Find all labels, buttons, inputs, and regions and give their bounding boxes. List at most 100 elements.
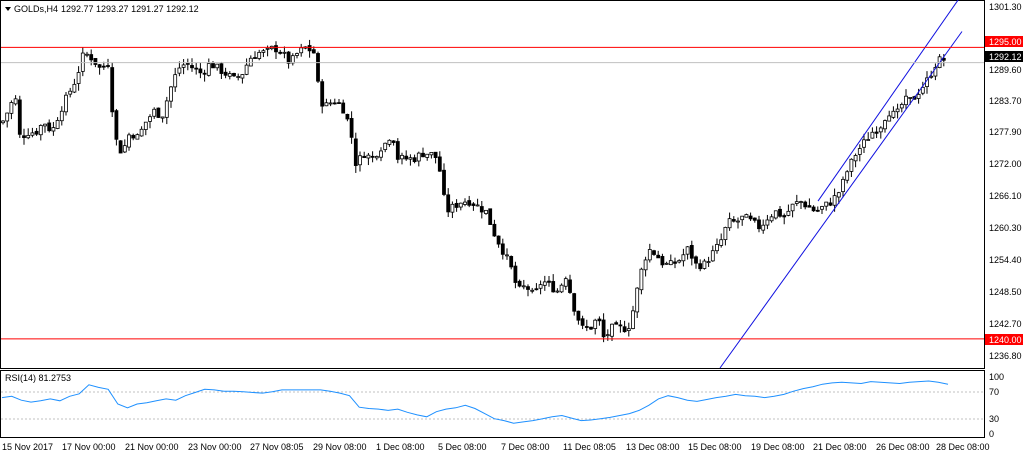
- candle-bull: [761, 224, 766, 231]
- candle-bull: [244, 64, 249, 75]
- candle-bull: [639, 268, 644, 291]
- candle-bull: [379, 150, 383, 158]
- price-tick: 1242.70: [989, 319, 1022, 329]
- candle-bull: [38, 125, 43, 136]
- candle-bull: [920, 86, 925, 94]
- candle-bull: [169, 86, 173, 102]
- candle-bull: [870, 131, 875, 139]
- candle-bull: [429, 152, 434, 156]
- time-tick: 21 Nov 00:00: [125, 442, 179, 452]
- candle-bull: [736, 220, 740, 223]
- svg-text:1240.00: 1240.00: [989, 335, 1022, 345]
- candle-bull: [866, 139, 871, 141]
- candle-bull: [836, 192, 841, 198]
- candle-bull: [887, 115, 892, 122]
- candle-bear: [576, 310, 581, 321]
- candle-bull: [383, 142, 388, 150]
- candle-bear: [114, 110, 119, 140]
- candle-bear: [568, 279, 572, 293]
- candle-bull: [727, 218, 732, 229]
- candle-bull: [484, 209, 488, 214]
- time-tick: 28 Dec 08:00: [936, 442, 990, 452]
- candle-bull: [702, 260, 707, 269]
- candle-bull: [240, 74, 245, 79]
- level-label-1240: 1240.00: [985, 334, 1023, 345]
- candle-bear: [286, 51, 291, 64]
- candle-bear: [316, 53, 320, 82]
- candle-bear: [500, 243, 505, 255]
- candle-bull: [425, 153, 430, 158]
- rsi-tick: 0: [989, 429, 994, 439]
- candle-bull: [685, 246, 690, 255]
- candle-bear: [689, 245, 694, 259]
- rsi-axis: 100 70 30 0: [989, 372, 1004, 439]
- candle-bull: [605, 334, 610, 337]
- level-label-1295: 1295.00: [985, 36, 1023, 47]
- candle-bull: [740, 215, 745, 221]
- candle-bear: [601, 319, 606, 338]
- chart-header: GOLDs,H4 1292.77 1293.27 1291.27 1292.12: [5, 4, 199, 14]
- candle-bull: [55, 120, 60, 129]
- candle-bear: [433, 151, 438, 158]
- candle-bull: [710, 250, 715, 262]
- candle-bull: [215, 63, 220, 69]
- candle-bull: [593, 319, 598, 329]
- candle-bear: [253, 57, 257, 59]
- candle-bear: [597, 318, 602, 322]
- candle-bull: [160, 116, 165, 119]
- candle-bull: [59, 110, 64, 122]
- candle-bull: [530, 289, 535, 292]
- price-tick: 1266.10: [989, 191, 1022, 201]
- candle-bear: [421, 152, 425, 158]
- candle-bear: [341, 102, 346, 114]
- price-tick: 1289.60: [989, 65, 1022, 75]
- candle-bull: [85, 53, 89, 56]
- horizontal-levels[interactable]: [1, 46, 984, 340]
- time-tick: 5 Dec 08:00: [438, 442, 487, 452]
- candle-bull: [261, 50, 266, 53]
- candle-bear: [93, 58, 98, 65]
- time-tick: 15 Nov 2017: [2, 442, 53, 452]
- svg-text:1295.00: 1295.00: [989, 37, 1022, 47]
- rsi-tick: 100: [989, 372, 1004, 382]
- candle-bull: [643, 259, 648, 271]
- candle-bear: [467, 200, 472, 206]
- candle-bear: [232, 72, 236, 77]
- candle-bull: [1, 120, 5, 124]
- candle-bull: [878, 127, 883, 133]
- candle-bull: [181, 64, 186, 68]
- candle-bear: [362, 155, 367, 158]
- candle-bear: [219, 63, 224, 74]
- candle-bull: [463, 201, 467, 205]
- candle-bull: [799, 201, 803, 203]
- candle-bull: [505, 254, 509, 257]
- candle-bull: [719, 239, 724, 246]
- candle-bull: [790, 203, 795, 212]
- candle-bull: [387, 139, 392, 145]
- time-tick: 21 Dec 08:00: [813, 442, 867, 452]
- time-tick: 13 Dec 08:00: [626, 442, 680, 452]
- candle-bull: [328, 102, 333, 105]
- candle-bull: [26, 134, 31, 139]
- current-price-label: 1292.12: [985, 51, 1023, 62]
- candle-bear: [118, 140, 123, 154]
- dropdown-triangle-icon[interactable]: [5, 7, 11, 11]
- price-tick: 1272.00: [989, 159, 1022, 169]
- candle-bull: [282, 51, 287, 54]
- candle-bull: [538, 284, 543, 289]
- regression-channel[interactable]: [719, 0, 963, 369]
- candle-bear: [97, 64, 102, 68]
- time-tick: 17 Nov 00:00: [62, 442, 116, 452]
- time-tick: 7 Dec 08:00: [501, 442, 550, 452]
- candle-bear: [395, 141, 400, 160]
- candle-bull: [122, 145, 127, 153]
- candle-bear: [803, 201, 808, 208]
- channel-upper-line: [817, 0, 959, 202]
- candle-bull: [374, 156, 379, 159]
- candle-bear: [752, 217, 757, 221]
- candle-bear: [412, 157, 417, 163]
- candle-bull: [895, 108, 900, 113]
- candle-bear: [307, 45, 312, 52]
